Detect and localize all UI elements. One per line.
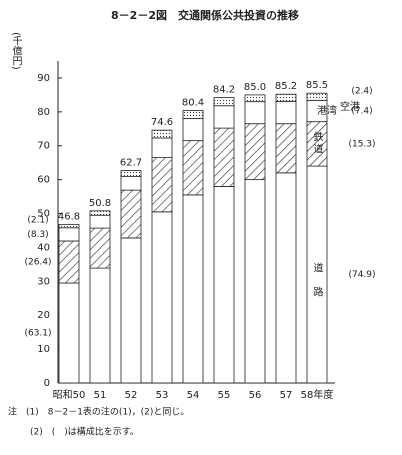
bar-segment: [151, 211, 173, 384]
bar-segment: [151, 157, 173, 213]
y-tick-label: 50: [37, 209, 50, 220]
x-tick-label: 58年度: [301, 388, 334, 401]
x-tick-label: 51: [94, 390, 107, 401]
bar-segment: [244, 101, 266, 125]
total-label: 80.4: [182, 97, 204, 108]
total-label: 74.6: [151, 117, 173, 128]
bar-segment: [120, 237, 142, 384]
bar-segment: [89, 267, 111, 384]
bar-segment: [275, 100, 297, 125]
share-label: (26.4): [24, 257, 51, 267]
bar-segment: [213, 105, 235, 129]
total-label: 50.8: [89, 198, 111, 209]
x-tick-label: 54: [187, 390, 200, 401]
note: 注 (1) 8－2－1表の注の(1)，(2)と同じ。: [8, 406, 189, 418]
y-axis-label: (千億円): [10, 32, 22, 70]
x-tick-label: 55: [218, 390, 231, 401]
bar-segment: [182, 140, 204, 196]
y-tick-label: 40: [37, 242, 50, 253]
bar-segment: [244, 179, 266, 384]
bar-segment: [58, 240, 80, 284]
bar-segment: [275, 172, 297, 384]
series-label: 道路: [311, 261, 323, 310]
share-label: (8.3): [27, 230, 48, 240]
x-tick-label: 昭和50: [53, 389, 86, 401]
total-label: 46.8: [58, 211, 80, 222]
y-tick-label: 70: [37, 141, 50, 152]
bar-segment: [89, 214, 111, 229]
bar-segment: [244, 94, 266, 103]
bar-segment: [213, 127, 235, 187]
bar-segment: [275, 123, 297, 174]
bar-segment: [244, 123, 266, 181]
bar-segment: [120, 189, 142, 239]
bar-segment: [120, 176, 142, 191]
total-label: 85.5: [306, 80, 328, 91]
bar-segment: [213, 97, 235, 107]
x-tick-label: 57: [280, 390, 293, 401]
bar-segment: [306, 92, 328, 101]
share-label: (74.9): [348, 270, 375, 280]
y-tick-label: 80: [37, 107, 50, 118]
share-label: (2.1): [27, 216, 48, 226]
series-label: 港湾: [317, 104, 337, 117]
y-tick-label: 90: [37, 73, 50, 84]
chart-title: 8－2－2図 交通関係公共投資の推移: [111, 8, 299, 22]
x-tick-label: 52: [125, 390, 138, 401]
x-tick-label: 53: [156, 390, 169, 401]
total-label: 84.2: [213, 85, 235, 96]
bar-segment: [58, 282, 80, 384]
bar-segment: [58, 227, 80, 242]
share-label: (15.3): [348, 139, 375, 149]
bar-segment: [182, 118, 204, 142]
bar-segment: [89, 227, 111, 269]
x-tick-label: 56: [249, 390, 262, 401]
bar-segment: [275, 93, 297, 102]
bar-segment: [120, 170, 142, 177]
note: (2) ( )は構成比を示す。: [30, 426, 139, 438]
y-tick-label: 60: [37, 175, 50, 186]
y-tick-label: 30: [37, 276, 50, 287]
bar-segment: [151, 129, 173, 139]
total-label: 85.2: [275, 81, 297, 92]
y-tick-label: 10: [37, 344, 50, 355]
total-label: 62.7: [120, 157, 142, 168]
series-label: 鉄道: [311, 131, 323, 156]
bar-segment: [213, 186, 235, 384]
share-label: (2.4): [351, 86, 372, 96]
series-label: 空港: [340, 100, 360, 113]
bar-segment: [182, 194, 204, 384]
y-tick-label: 20: [37, 310, 50, 321]
bar-segment: [58, 223, 80, 229]
y-tick-label: 0: [44, 378, 50, 389]
share-label: (63.1): [24, 329, 51, 339]
bar-segment: [89, 210, 111, 216]
bar-segment: [182, 110, 204, 120]
total-label: 85.0: [244, 82, 266, 93]
share-label: (7.4): [351, 106, 372, 116]
bar-segment: [151, 137, 173, 159]
